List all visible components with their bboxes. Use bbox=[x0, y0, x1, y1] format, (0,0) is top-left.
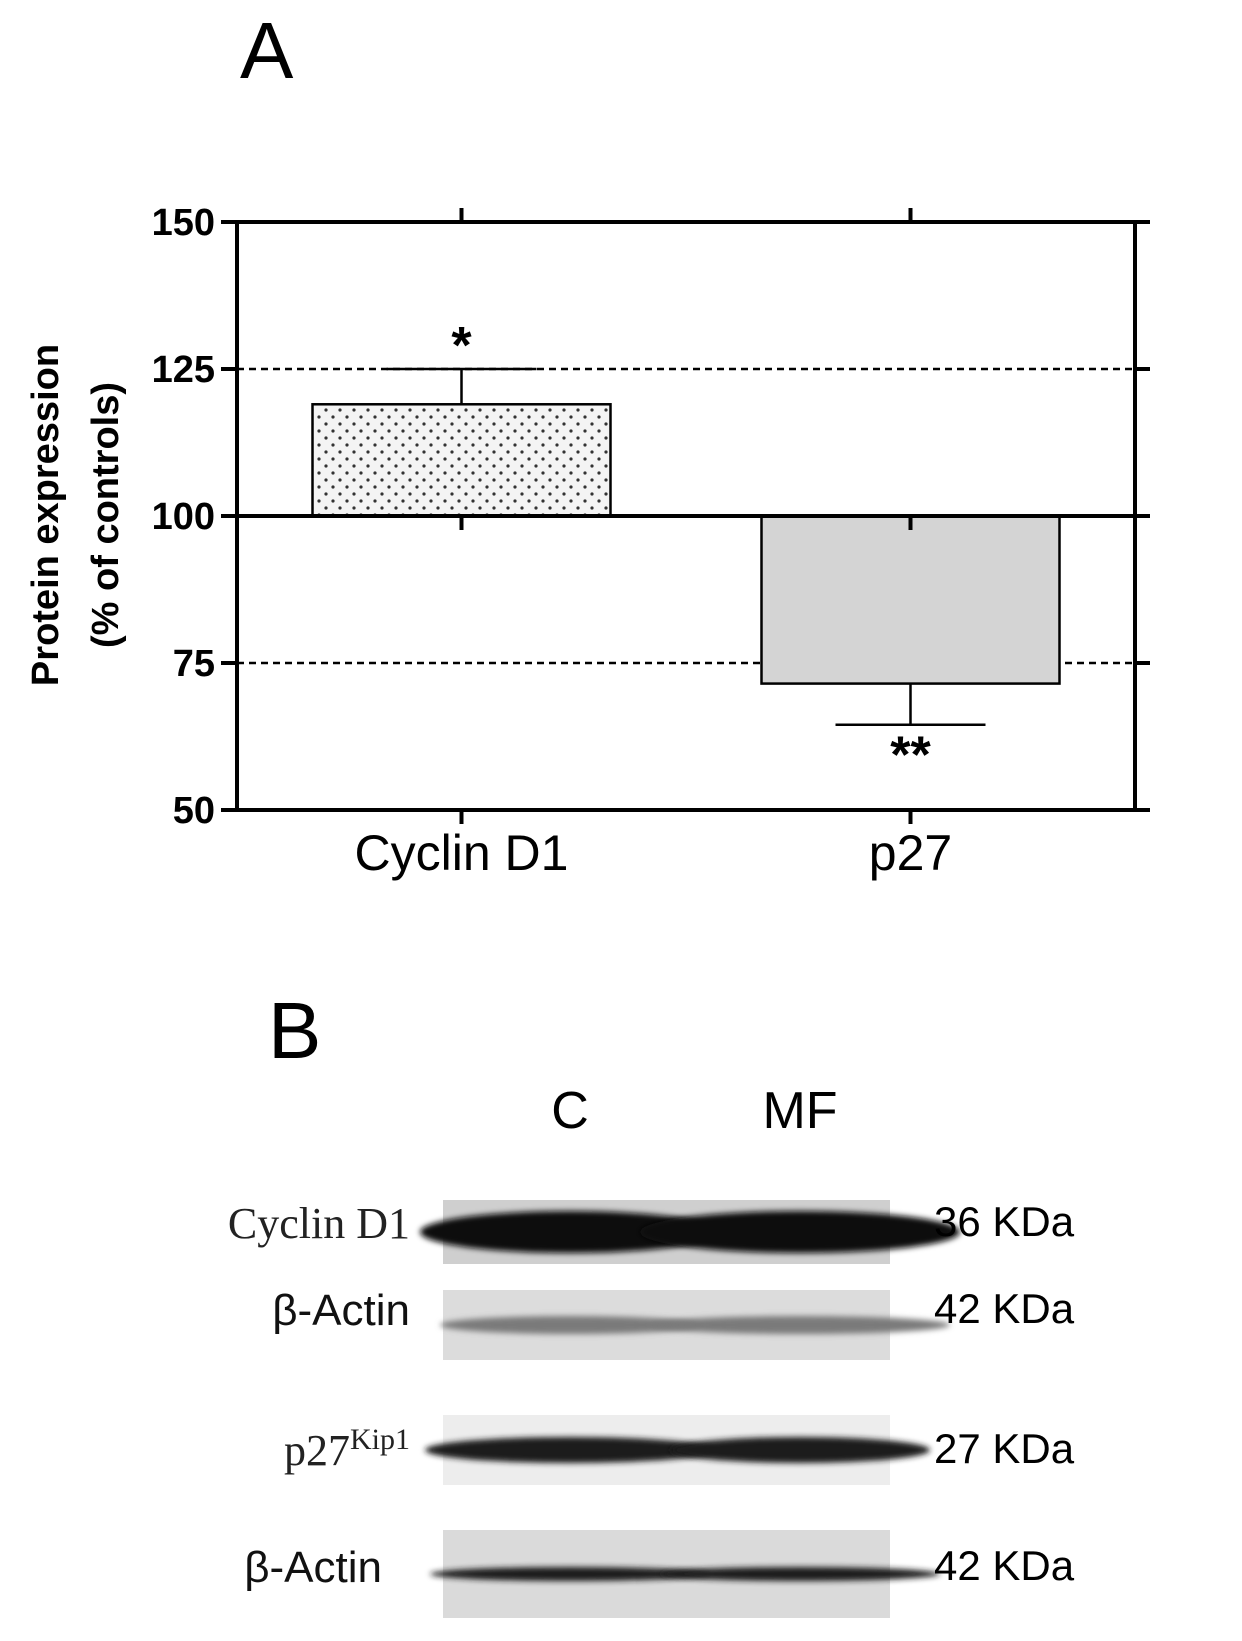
significance-marks: *** bbox=[451, 317, 931, 785]
row-label-3: p27Kip1 bbox=[284, 1423, 410, 1475]
molecular-weight-4: 42 KDa bbox=[934, 1542, 1075, 1589]
y-axis-label-line-2: (% of controls) bbox=[85, 382, 127, 648]
bars bbox=[311, 403, 1061, 685]
significance-mark-1: * bbox=[451, 317, 472, 375]
y-axis-ticks: 50 75 100 125 150 bbox=[152, 202, 1150, 832]
molecular-weight-1: 36 KDa bbox=[934, 1198, 1075, 1245]
band-c-2 bbox=[440, 1316, 700, 1334]
bar-cyclin-d1 bbox=[311, 403, 612, 518]
band-c-3 bbox=[425, 1437, 715, 1463]
y-axis-label-line-1: Protein expression bbox=[25, 344, 67, 686]
panel-b-label: B bbox=[268, 986, 321, 1075]
y-tick-label-150: 150 bbox=[152, 202, 215, 244]
x-category-label-p27: p27 bbox=[869, 825, 952, 881]
x-axis-categories: Cyclin D1 p27 bbox=[355, 208, 952, 881]
blot-row-2: β-Actin 42 KDa bbox=[272, 1285, 1075, 1360]
band-mf-3 bbox=[670, 1437, 930, 1463]
plot-frame bbox=[235, 220, 1150, 812]
blot-rows: Cyclin D1 36 KDa β-Actin 42 KDa p27Kip1 27 KD… bbox=[228, 1198, 1075, 1618]
row-label-1: Cyclin D1 bbox=[228, 1199, 410, 1248]
error-bar-p27 bbox=[835, 683, 986, 726]
significance-mark-2: ** bbox=[890, 727, 931, 785]
y-tick-label-75: 75 bbox=[173, 643, 215, 685]
bar-chart: Protein expression (% of controls) *** 5… bbox=[25, 202, 1150, 881]
band-mf-2 bbox=[650, 1316, 950, 1334]
y-axis-label: Protein expression (% of controls) bbox=[25, 344, 127, 686]
blot-row-3: p27Kip1 27 KDa bbox=[284, 1415, 1075, 1485]
band-mf-4 bbox=[660, 1567, 940, 1581]
bar-p27 bbox=[760, 514, 1061, 685]
error-bar-cyclin-d1 bbox=[386, 367, 537, 405]
molecular-weight-2: 42 KDa bbox=[934, 1285, 1075, 1332]
row-label-2: β-Actin bbox=[272, 1286, 410, 1335]
lane-labels: C MF bbox=[551, 1082, 837, 1140]
error-bars bbox=[386, 367, 986, 726]
molecular-weight-3: 27 KDa bbox=[934, 1425, 1075, 1472]
western-blot: C MF Cyclin D1 36 KDa β-Actin 42 KDa p27Kip1 2… bbox=[228, 1082, 1075, 1618]
lane-label-c: C bbox=[551, 1082, 589, 1140]
panel-a-label: A bbox=[240, 6, 294, 95]
lane-label-mf: MF bbox=[762, 1082, 837, 1140]
y-tick-label-125: 125 bbox=[152, 349, 215, 391]
blot-row-1: Cyclin D1 36 KDa bbox=[228, 1198, 1075, 1264]
x-category-label-cyclin-d1: Cyclin D1 bbox=[355, 825, 569, 881]
y-tick-label-50: 50 bbox=[173, 790, 215, 832]
row-label-4: β-Actin bbox=[244, 1543, 382, 1592]
blot-row-4: β-Actin 42 KDa bbox=[244, 1530, 1075, 1618]
y-tick-label-100: 100 bbox=[152, 496, 215, 538]
band-c-4 bbox=[430, 1567, 710, 1581]
band-mf-1 bbox=[640, 1211, 960, 1253]
band-c-1 bbox=[420, 1211, 720, 1253]
